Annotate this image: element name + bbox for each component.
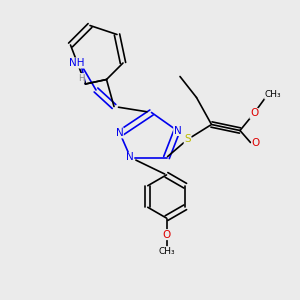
Text: N: N <box>174 125 182 136</box>
Text: H: H <box>78 74 84 82</box>
Text: N: N <box>116 128 123 138</box>
Text: O: O <box>162 230 171 240</box>
Text: CH₃: CH₃ <box>158 247 175 256</box>
Text: NH: NH <box>69 58 84 68</box>
Text: S: S <box>184 134 191 145</box>
Text: O: O <box>250 108 258 118</box>
Text: N: N <box>126 152 134 163</box>
Text: CH₃: CH₃ <box>265 90 281 99</box>
Text: O: O <box>252 137 260 148</box>
